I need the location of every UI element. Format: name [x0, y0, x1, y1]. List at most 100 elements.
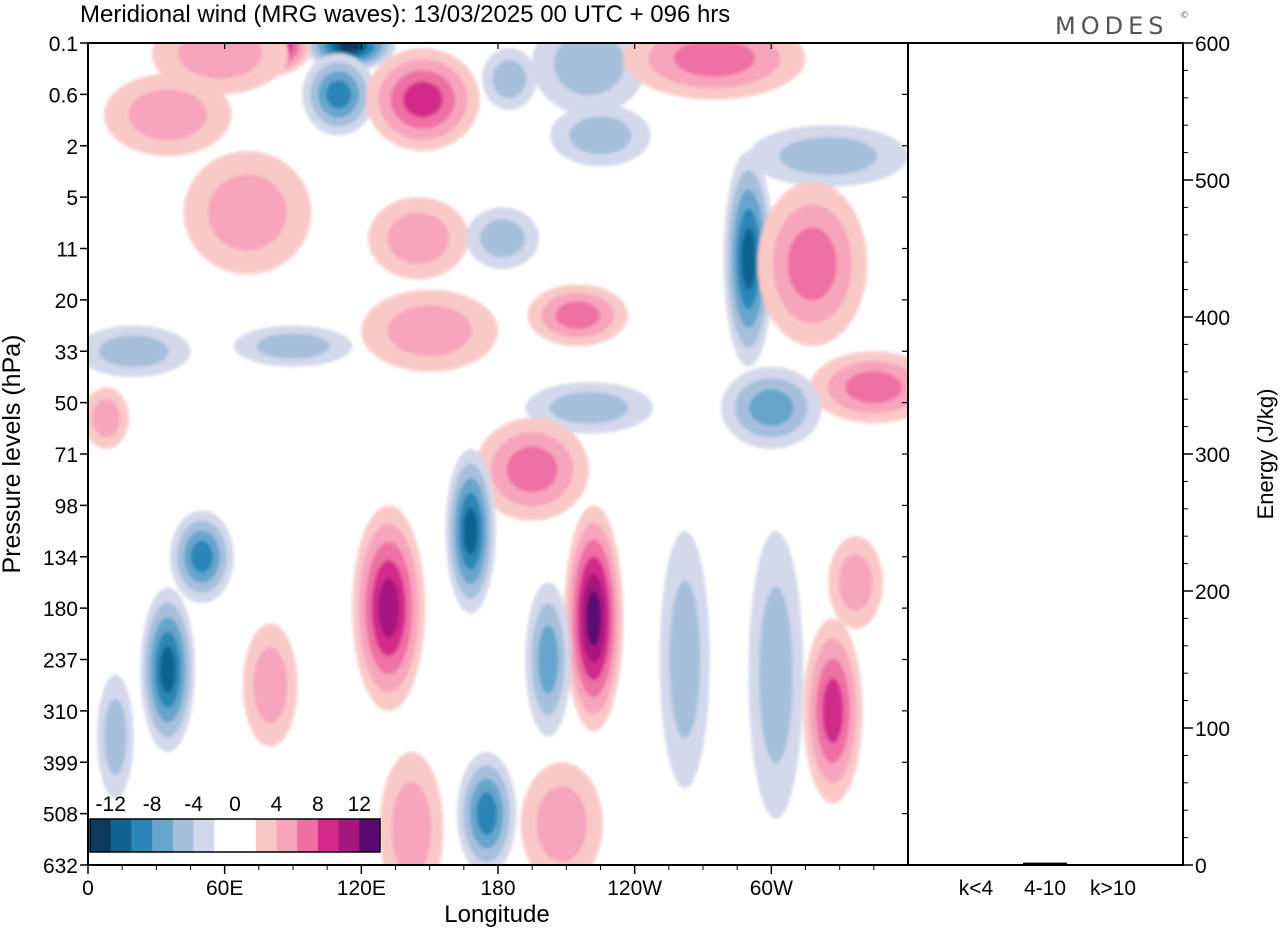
wave-contour-band: [480, 219, 525, 258]
pressure-tick-label: 20: [55, 290, 78, 313]
wave-contour-band: [537, 625, 559, 694]
colorbar-tick-label: 4: [271, 793, 283, 816]
longitude-tick-label: 180: [480, 877, 515, 900]
pressure-tick-label: 5: [66, 187, 78, 210]
pressure-tick-label: 50: [55, 393, 78, 416]
wave-blob: [623, 43, 806, 100]
wave-blob: [564, 505, 624, 732]
wave-blob: [88, 387, 129, 449]
wave-blob: [88, 325, 191, 377]
wave-contour-band: [159, 646, 176, 694]
energy-axis-label: Energy (J/kg): [1253, 389, 1278, 520]
wave-blob: [721, 366, 822, 449]
brand-mark: ©: [1180, 11, 1194, 21]
wave-contour-band: [555, 301, 600, 329]
wave-contour-band: [378, 578, 400, 638]
brand-logo: MODES: [1055, 12, 1168, 40]
wave-blob: [828, 536, 883, 629]
pressure-tick-label: 71: [55, 444, 78, 467]
wave-blob: [550, 104, 651, 167]
wave-contour-band: [554, 43, 625, 96]
wave-contour-band: [492, 59, 527, 98]
wave-contour-band: [788, 227, 837, 301]
wave-contour-band: [669, 580, 701, 739]
wave-contour-band: [759, 586, 793, 764]
colorbar-tick-label: 0: [229, 793, 241, 816]
heatmap-field: [88, 43, 908, 865]
wave-blob: [457, 751, 517, 865]
wave-contour-band: [387, 305, 472, 356]
wave-blob: [361, 289, 498, 372]
wave-blob: [445, 448, 496, 614]
energy-tick-label: 200: [1195, 581, 1230, 604]
pressure-tick-label: 237: [43, 650, 78, 673]
y-axis-label: Pressure levels (hPa): [0, 335, 26, 574]
wave-contour-band: [338, 43, 361, 52]
wave-blob: [183, 150, 312, 275]
wave-blob: [723, 150, 774, 367]
colorbar-tick-label: 12: [348, 793, 371, 816]
wave-blob: [352, 505, 426, 711]
wave-blob: [302, 53, 375, 136]
longitude-tick-label: 60E: [206, 877, 243, 900]
colorbar-frame: [89, 818, 381, 853]
colorbar-swatch: [276, 819, 298, 852]
wave-blob: [103, 73, 232, 157]
wave-blob: [810, 351, 908, 424]
energy-tick-label: 0: [1195, 855, 1207, 878]
pressure-tick-label: 180: [43, 598, 78, 621]
colorbar-swatch: [172, 819, 195, 852]
wave-contour-band: [476, 792, 497, 836]
pressure-tick-label: 98: [55, 495, 78, 518]
longitude-tick-label: 60W: [750, 877, 793, 900]
wave-blob: [525, 582, 571, 737]
wave-blob: [659, 531, 710, 788]
wave-contour-band: [325, 80, 352, 109]
colorbar-swatch: [152, 819, 174, 852]
wave-contour-band: [104, 698, 127, 775]
colorbar-swatch: [214, 819, 236, 852]
colorbar-tick-label: -8: [143, 793, 162, 816]
wave-contour-band: [536, 785, 588, 862]
colorbar-swatch: [90, 819, 112, 852]
colorbar-swatch: [255, 819, 277, 852]
longitude-tick-label: 120E: [337, 877, 386, 900]
pressure-tick-label: 632: [43, 855, 78, 878]
chart-title: Meridional wind (MRG waves): 13/03/2025 …: [80, 1, 730, 28]
wave-contour-band: [586, 591, 601, 646]
wave-blob: [527, 284, 628, 347]
pressure-tick-label: 2: [66, 136, 78, 159]
wave-blob: [97, 674, 134, 799]
wave-contour-band: [98, 335, 169, 368]
longitude-tick-label: 120W: [607, 877, 662, 900]
wave-contour-band: [741, 227, 756, 290]
pressure-tick-label: 33: [55, 341, 78, 364]
energy-tick-label: 100: [1195, 718, 1230, 741]
wave-contour-band: [506, 446, 558, 493]
colorbar-tick-label: -4: [184, 793, 203, 816]
energy-axis: 0 100 200 300 400 500 600: [1183, 33, 1230, 878]
wave-contour-band: [253, 647, 288, 724]
wave-blob: [379, 751, 444, 865]
energy-bars: k<4 4-10 k>10: [954, 862, 1136, 900]
pressure-tick-label: 310: [43, 701, 78, 724]
wave-blob: [748, 125, 908, 187]
x-axis-label: Longitude: [444, 901, 549, 928]
wave-blob: [757, 181, 867, 347]
colorbar-swatch: [338, 819, 360, 852]
wave-blob: [482, 48, 537, 110]
colorbar-swatch: [235, 819, 257, 852]
energy-bar: [954, 864, 998, 865]
wave-contour-band: [463, 507, 478, 555]
wave-blob: [532, 43, 647, 115]
wave-contour-band: [391, 781, 432, 865]
energy-tick-label: 600: [1195, 33, 1230, 56]
wave-contour-band: [779, 137, 878, 175]
pressure-tick-label: 134: [43, 547, 78, 570]
pressure-tick-label: 0.1: [49, 33, 78, 56]
pressure-axis: 0.1 0.6 2 5 11 20 33 50 71 98 134 180 237 310 399 508 63…: [43, 33, 908, 878]
colorbar-swatch: [317, 819, 340, 852]
wave-blob: [520, 762, 603, 865]
pressure-tick-label: 0.6: [49, 84, 78, 107]
